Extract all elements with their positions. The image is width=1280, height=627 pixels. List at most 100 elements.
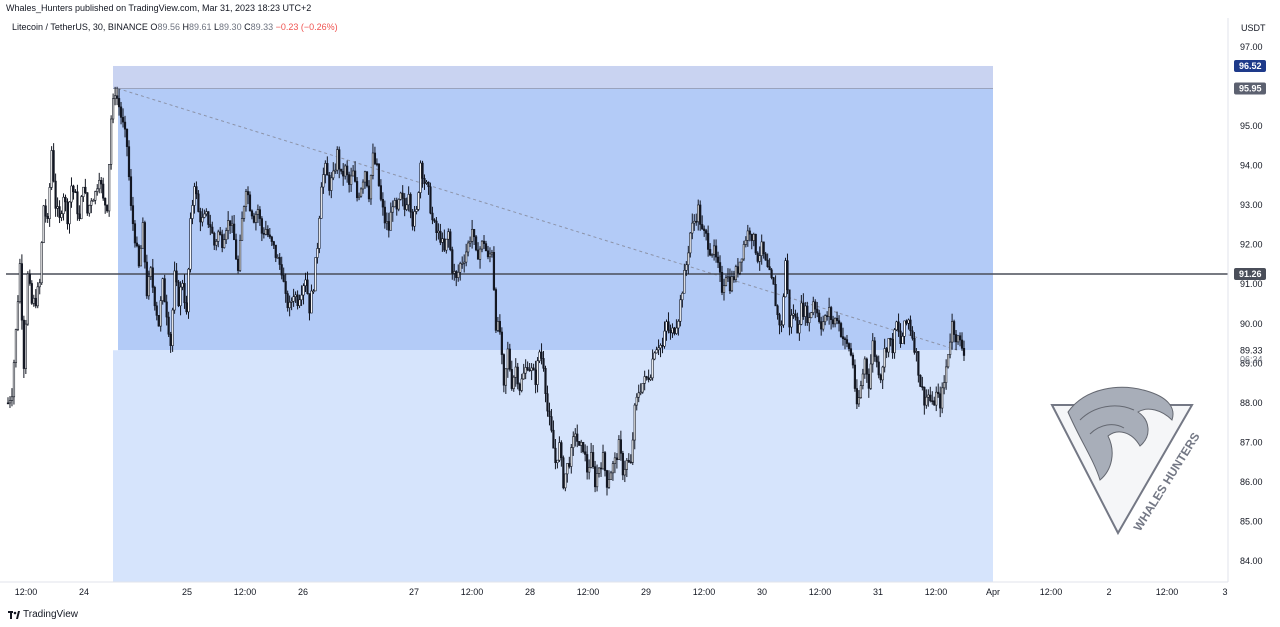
candle[interactable] <box>114 86 117 106</box>
candle[interactable] <box>695 213 698 226</box>
candle[interactable] <box>576 424 579 448</box>
candle[interactable] <box>943 375 946 395</box>
candle[interactable] <box>56 197 59 217</box>
candle[interactable] <box>125 128 129 157</box>
candle[interactable] <box>419 160 422 199</box>
candle[interactable] <box>465 243 468 267</box>
candle[interactable] <box>548 402 551 426</box>
candle[interactable] <box>903 320 906 345</box>
candle[interactable] <box>373 146 377 166</box>
candle[interactable] <box>653 351 656 361</box>
candle[interactable] <box>669 324 672 340</box>
candle[interactable] <box>163 274 166 303</box>
candle[interactable] <box>474 234 478 252</box>
candle[interactable] <box>516 362 519 390</box>
candle[interactable] <box>580 439 583 453</box>
candle[interactable] <box>885 347 888 359</box>
candle[interactable] <box>54 173 57 217</box>
candle[interactable] <box>68 201 71 234</box>
candle[interactable] <box>365 171 369 188</box>
candle[interactable] <box>806 301 809 326</box>
candle[interactable] <box>956 335 960 345</box>
candle[interactable] <box>835 311 839 325</box>
candle[interactable] <box>909 315 912 336</box>
candle[interactable] <box>740 258 743 272</box>
candle[interactable] <box>298 294 301 309</box>
candle[interactable] <box>508 343 511 372</box>
candle[interactable] <box>399 191 402 201</box>
candle[interactable] <box>361 179 365 194</box>
candle[interactable] <box>566 463 569 483</box>
candle[interactable] <box>26 271 29 326</box>
candle[interactable] <box>865 357 868 383</box>
candle[interactable] <box>824 314 827 326</box>
candle[interactable] <box>655 346 658 354</box>
candle[interactable] <box>403 193 406 217</box>
candle[interactable] <box>689 232 692 258</box>
candle[interactable] <box>923 386 926 415</box>
candle[interactable] <box>663 321 666 349</box>
candle[interactable] <box>185 295 188 315</box>
candle[interactable] <box>127 140 131 181</box>
candle[interactable] <box>322 167 325 194</box>
candle[interactable] <box>435 216 438 241</box>
candle[interactable] <box>506 341 509 378</box>
candle[interactable] <box>472 228 476 245</box>
candle[interactable] <box>649 374 652 382</box>
candle[interactable] <box>32 294 35 307</box>
candle[interactable] <box>429 182 432 215</box>
candle[interactable] <box>425 180 428 185</box>
candle[interactable] <box>229 220 232 234</box>
candle[interactable] <box>233 214 236 241</box>
candle[interactable] <box>730 270 734 293</box>
candle[interactable] <box>417 191 420 212</box>
candle[interactable] <box>786 253 789 295</box>
candle[interactable] <box>643 370 646 391</box>
candle[interactable] <box>207 211 210 228</box>
candle[interactable] <box>459 261 462 281</box>
candle[interactable] <box>949 333 952 359</box>
candle[interactable] <box>546 385 549 417</box>
candle[interactable] <box>538 349 541 364</box>
candle[interactable] <box>159 296 162 332</box>
candle[interactable] <box>58 200 61 224</box>
candle[interactable] <box>891 332 894 359</box>
candle[interactable] <box>960 332 964 351</box>
candle[interactable] <box>774 275 777 307</box>
candle[interactable] <box>165 294 168 326</box>
candle[interactable] <box>488 247 492 263</box>
candle[interactable] <box>167 311 170 337</box>
candle[interactable] <box>762 241 765 259</box>
candle[interactable] <box>100 176 103 194</box>
candle[interactable] <box>371 143 375 180</box>
candle[interactable] <box>518 382 521 396</box>
candle[interactable] <box>153 285 156 311</box>
candle[interactable] <box>601 444 605 470</box>
candle[interactable] <box>913 332 916 355</box>
candle[interactable] <box>722 278 726 301</box>
candle[interactable] <box>231 215 234 233</box>
candle[interactable] <box>520 373 523 393</box>
candle[interactable] <box>849 342 853 357</box>
candle[interactable] <box>123 115 127 138</box>
candle[interactable] <box>350 167 353 192</box>
candle[interactable] <box>395 197 398 216</box>
candle[interactable] <box>893 328 896 359</box>
candle[interactable] <box>338 146 341 179</box>
candle[interactable] <box>139 245 142 267</box>
candle[interactable] <box>262 227 265 239</box>
candle[interactable] <box>800 295 803 326</box>
candle[interactable] <box>897 313 900 337</box>
candle[interactable] <box>732 270 736 283</box>
candle[interactable] <box>528 363 531 372</box>
candle[interactable] <box>84 178 87 195</box>
candle[interactable] <box>522 363 525 380</box>
candle[interactable] <box>584 444 587 462</box>
candle[interactable] <box>627 453 630 463</box>
candle[interactable] <box>423 174 426 190</box>
candle[interactable] <box>149 266 152 281</box>
candle[interactable] <box>304 272 307 293</box>
candle[interactable] <box>855 379 858 410</box>
candle[interactable] <box>760 234 763 265</box>
candle[interactable] <box>707 225 710 257</box>
